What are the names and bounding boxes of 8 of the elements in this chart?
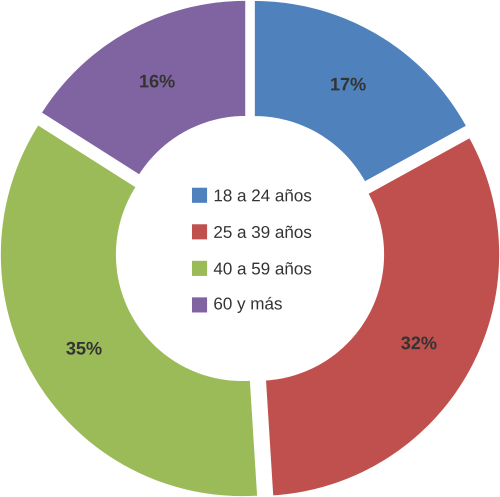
legend-label: 25 a 39 años (214, 226, 312, 238)
data-label: 16% (140, 74, 175, 88)
data-label: 17% (331, 78, 366, 91)
legend-label: 40 a 59 años (214, 262, 312, 275)
legend-label: 18 a 24 años (214, 189, 312, 202)
data-label: 32% (401, 336, 436, 350)
legend-label: 60 y más (214, 296, 282, 313)
data-label: 35% (66, 342, 102, 355)
